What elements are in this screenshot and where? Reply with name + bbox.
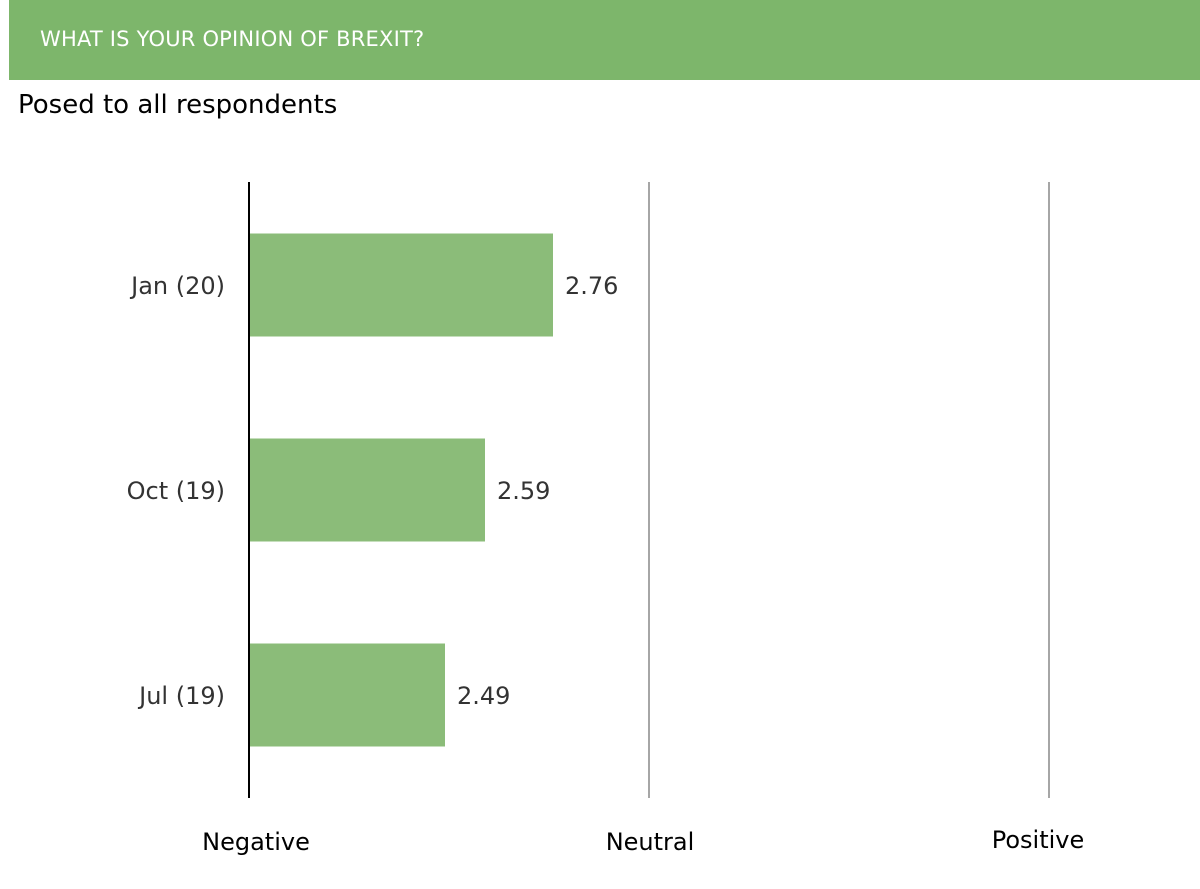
chart-subtitle: Posed to all respondents (18, 90, 338, 120)
bar-1 (249, 438, 485, 542)
header-band: WHAT IS YOUR OPINION OF BREXIT? (9, 0, 1200, 80)
bar-0 (249, 233, 553, 337)
x-scale-label-neutral: Neutral (606, 828, 695, 856)
bar-2 (249, 643, 445, 747)
data-label-0: 2.76 (565, 272, 618, 300)
category-label-0: Jan (20) (129, 272, 225, 300)
data-label-1: 2.59 (497, 477, 550, 505)
x-scale-label-negative: Negative (202, 828, 310, 856)
category-label-2: Jul (19) (137, 682, 225, 710)
x-scale-label-positive: Positive (992, 826, 1085, 854)
category-label-1: Oct (19) (127, 477, 225, 505)
data-label-2: 2.49 (457, 682, 510, 710)
chart-title: WHAT IS YOUR OPINION OF BREXIT? (40, 27, 425, 51)
